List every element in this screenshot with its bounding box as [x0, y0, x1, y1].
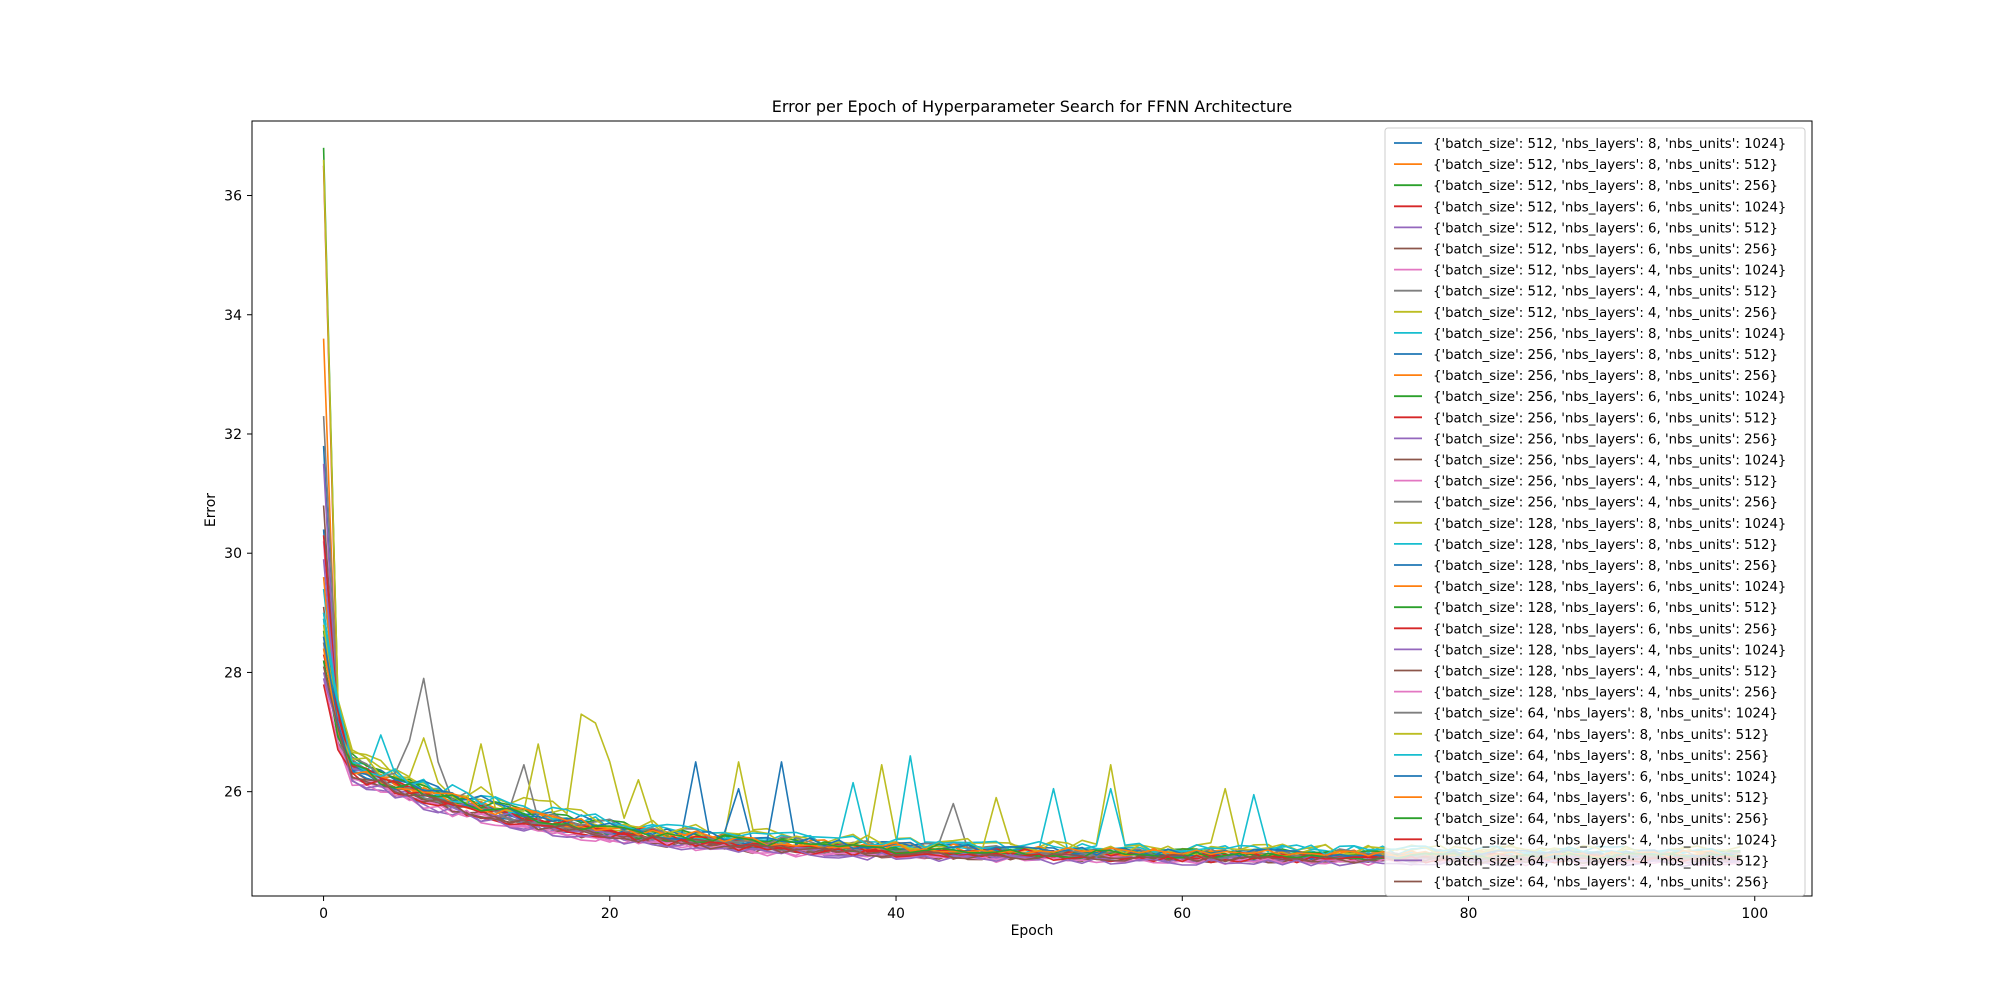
legend-entry-label: {'batch_size': 128, 'nbs_layers': 4, 'nb…: [1433, 686, 1778, 701]
legend-entry-label: {'batch_size': 64, 'nbs_layers': 8, 'nbs…: [1433, 728, 1769, 743]
legend-frame: [1384, 127, 1806, 897]
legend-entry-label: {'batch_size': 512, 'nbs_layers': 6, 'nb…: [1433, 221, 1778, 236]
x-tick-label: 60: [1173, 906, 1191, 922]
legend-entry-label: {'batch_size': 256, 'nbs_layers': 6, 'nb…: [1433, 411, 1778, 426]
legend-entry-label: {'batch_size': 512, 'nbs_layers': 6, 'nb…: [1433, 200, 1786, 215]
legend-entry-label: {'batch_size': 64, 'nbs_layers': 4, 'nbs…: [1433, 854, 1769, 869]
legend-entry-label: {'batch_size': 512, 'nbs_layers': 4, 'nb…: [1433, 306, 1778, 321]
legend: {'batch_size': 512, 'nbs_layers': 8, 'nb…: [1384, 127, 1806, 897]
legend-entry-label: {'batch_size': 64, 'nbs_layers': 4, 'nbs…: [1433, 876, 1769, 891]
y-tick-label: 30: [224, 546, 242, 562]
x-axis-label: Epoch: [1011, 923, 1054, 939]
legend-entry-label: {'batch_size': 256, 'nbs_layers': 4, 'nb…: [1433, 475, 1778, 490]
legend-entry-label: {'batch_size': 256, 'nbs_layers': 6, 'nb…: [1433, 432, 1778, 447]
legend-entry-label: {'batch_size': 128, 'nbs_layers': 6, 'nb…: [1433, 580, 1786, 595]
legend-entry-label: {'batch_size': 256, 'nbs_layers': 8, 'nb…: [1433, 327, 1786, 342]
y-tick-label: 28: [224, 665, 242, 681]
legend-entry-label: {'batch_size': 64, 'nbs_layers': 8, 'nbs…: [1433, 749, 1769, 764]
legend-entry-label: {'batch_size': 64, 'nbs_layers': 4, 'nbs…: [1433, 833, 1778, 848]
y-axis-label: Error: [203, 493, 219, 527]
legend-entry-label: {'batch_size': 512, 'nbs_layers': 4, 'nb…: [1433, 285, 1778, 300]
legend-entry-label: {'batch_size': 64, 'nbs_layers': 6, 'nbs…: [1433, 770, 1778, 785]
legend-entry-label: {'batch_size': 512, 'nbs_layers': 8, 'nb…: [1433, 158, 1778, 173]
legend-entry-label: {'batch_size': 512, 'nbs_layers': 6, 'nb…: [1433, 243, 1778, 258]
legend-entry-label: {'batch_size': 256, 'nbs_layers': 4, 'nb…: [1433, 454, 1786, 469]
legend-entry-label: {'batch_size': 128, 'nbs_layers': 6, 'nb…: [1433, 601, 1778, 616]
x-tick-label: 20: [601, 906, 619, 922]
legend-entry-label: {'batch_size': 256, 'nbs_layers': 8, 'nb…: [1433, 348, 1778, 363]
x-tick-label: 0: [319, 906, 328, 922]
legend-entry-label: {'batch_size': 128, 'nbs_layers': 8, 'nb…: [1433, 538, 1778, 553]
legend-entry-label: {'batch_size': 128, 'nbs_layers': 6, 'nb…: [1433, 622, 1778, 637]
legend-entry-label: {'batch_size': 64, 'nbs_layers': 6, 'nbs…: [1433, 791, 1769, 806]
legend-entry-label: {'batch_size': 128, 'nbs_layers': 8, 'nb…: [1433, 559, 1778, 574]
legend-entry-label: {'batch_size': 128, 'nbs_layers': 4, 'nb…: [1433, 665, 1778, 680]
x-axis-ticks: 0 20 40 60 80 100: [319, 896, 1768, 922]
x-tick-label: 80: [1460, 906, 1478, 922]
chart-title: Error per Epoch of Hyperparameter Search…: [772, 97, 1293, 116]
y-tick-label: 26: [224, 785, 242, 801]
legend-entry-label: {'batch_size': 256, 'nbs_layers': 4, 'nb…: [1433, 496, 1778, 511]
y-tick-label: 34: [224, 308, 242, 324]
x-tick-label: 40: [887, 906, 905, 922]
legend-entry-label: {'batch_size': 512, 'nbs_layers': 8, 'nb…: [1433, 137, 1786, 152]
legend-entry-label: {'batch_size': 512, 'nbs_layers': 8, 'nb…: [1433, 179, 1778, 194]
legend-entry-label: {'batch_size': 64, 'nbs_layers': 6, 'nbs…: [1433, 812, 1769, 827]
x-tick-label: 100: [1741, 906, 1768, 922]
y-axis-ticks: 26 28 30 32 34 36: [224, 189, 252, 801]
y-tick-label: 36: [224, 189, 242, 205]
legend-entry-label: {'batch_size': 64, 'nbs_layers': 8, 'nbs…: [1433, 707, 1778, 722]
legend-entry-label: {'batch_size': 128, 'nbs_layers': 8, 'nb…: [1433, 517, 1786, 532]
legend-entry-label: {'batch_size': 512, 'nbs_layers': 4, 'nb…: [1433, 264, 1786, 279]
legend-entry-label: {'batch_size': 256, 'nbs_layers': 8, 'nb…: [1433, 369, 1778, 384]
legend-entry-label: {'batch_size': 128, 'nbs_layers': 4, 'nb…: [1433, 643, 1786, 658]
plot-area-frame: [251, 120, 1813, 897]
y-tick-label: 32: [224, 427, 242, 443]
legend-entry-label: {'batch_size': 256, 'nbs_layers': 6, 'nb…: [1433, 390, 1786, 405]
